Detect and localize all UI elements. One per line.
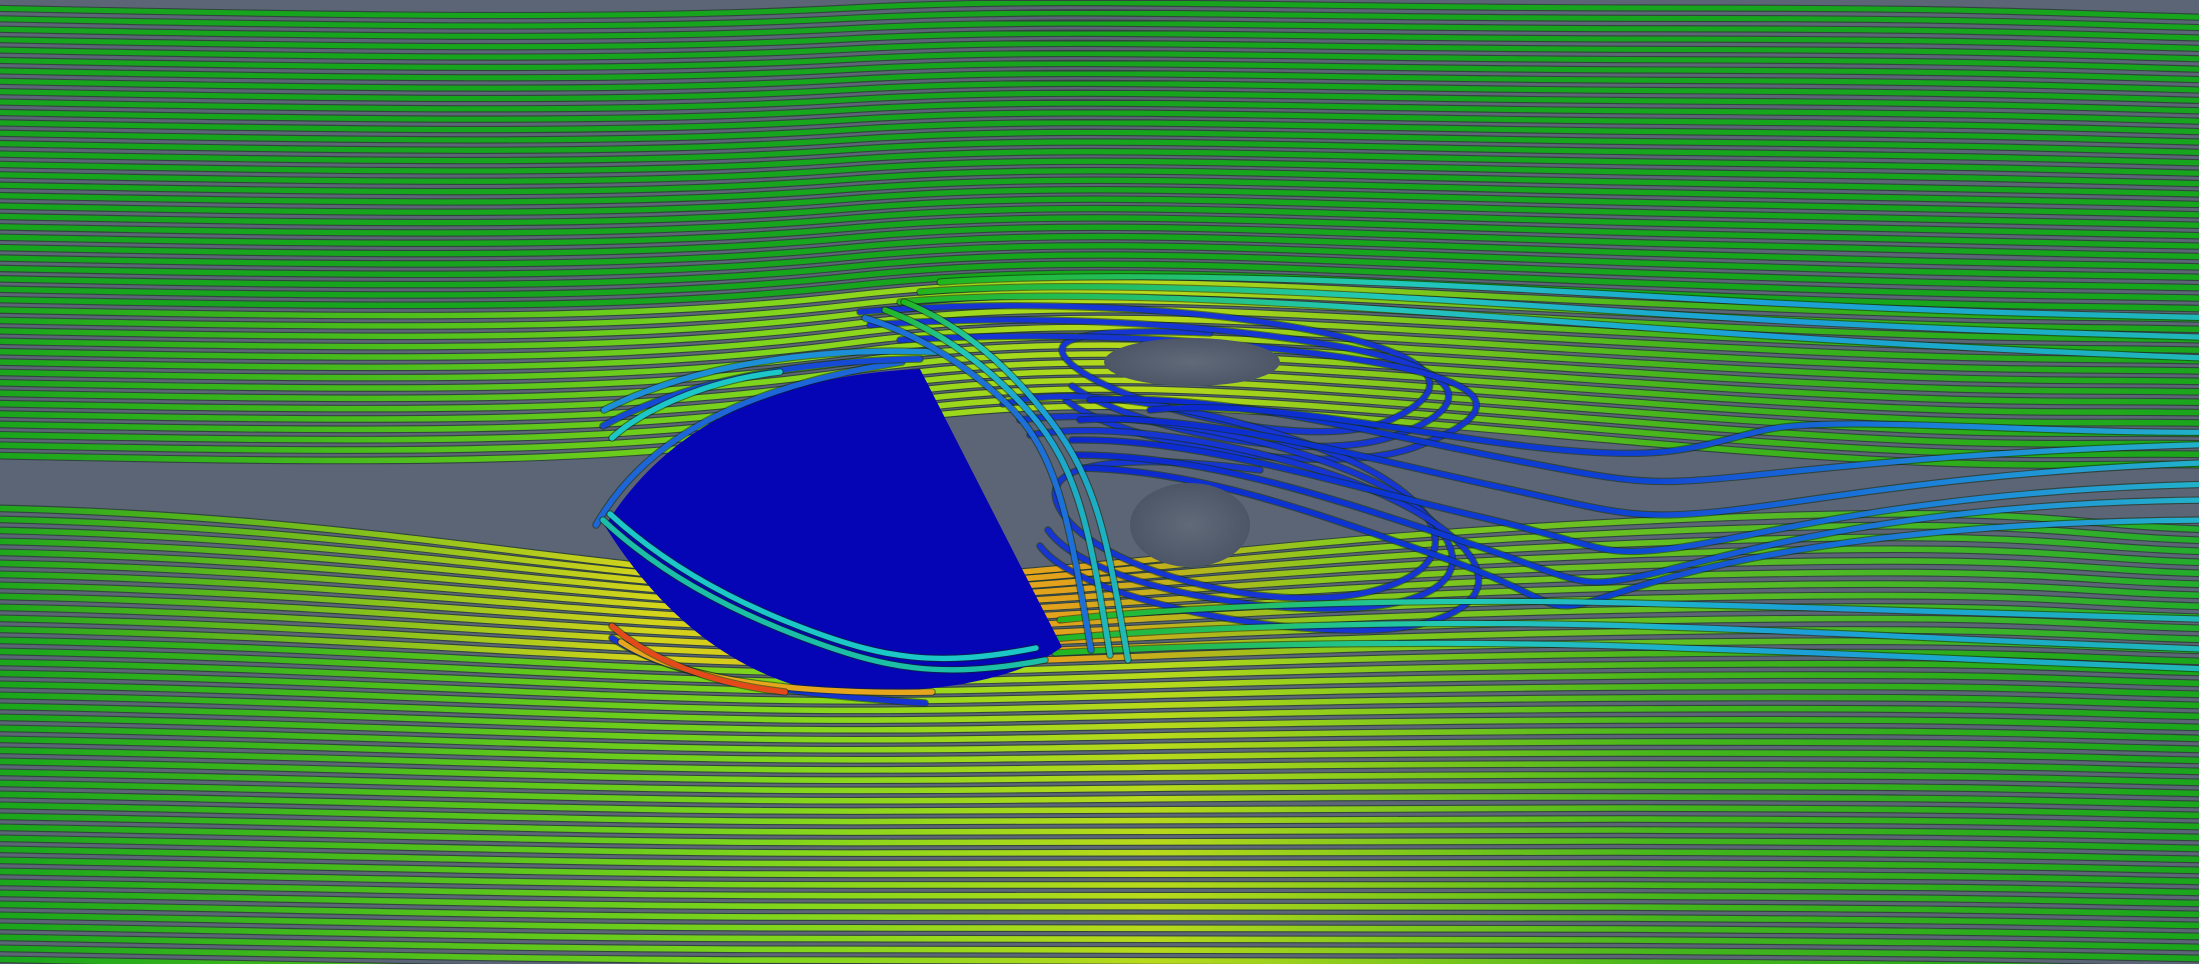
- near-wall-streamline: [601, 348, 939, 413]
- upper-streamline: [0, 10, 2199, 31]
- upper-streamline: [0, 120, 2199, 145]
- lower-streamline: [0, 703, 2199, 733]
- lower-streamline: [0, 846, 2199, 874]
- lower-streamline: [0, 758, 2199, 786]
- wake-streamline: [857, 303, 1433, 435]
- lower-streamline: [0, 813, 2199, 841]
- near-wall-streamline: [600, 517, 1048, 673]
- lower-streamline: [0, 648, 2199, 685]
- lower-streamline: [0, 791, 2199, 819]
- lower-streamline: [0, 868, 2199, 896]
- lower-streamline: [0, 538, 2199, 603]
- near-wall-streamline: [607, 511, 1039, 662]
- upper-streamline: [0, 288, 2199, 333]
- upper-streamline: [0, 243, 2199, 280]
- lower-streamline: [0, 780, 2199, 808]
- lower-streamline: [0, 769, 2199, 797]
- wake-streamline: [1052, 640, 2199, 672]
- obstacle-body: [605, 369, 1062, 692]
- upper-streamline: [0, 129, 2199, 156]
- near-wall-streamline: [593, 359, 905, 528]
- upper-streamline: [0, 70, 2199, 93]
- upper-streamline: [0, 158, 2199, 187]
- lower-streamline: [0, 879, 2199, 907]
- lower-streamline: [0, 714, 2199, 743]
- lower-streamline: [0, 824, 2199, 852]
- lower-streamline: [0, 923, 2199, 951]
- upper-streamline: [0, 324, 2199, 374]
- lower-streamline: [0, 912, 2199, 940]
- upper-streamline: [0, 261, 2199, 301]
- wake-streamline: [1072, 452, 2199, 585]
- upper-streamline: [0, 187, 2199, 218]
- upper-streamline: [0, 315, 2199, 364]
- near-wall-streamline: [901, 299, 1131, 663]
- lower-streamline: [0, 945, 2066, 964]
- lower-streamline: [0, 736, 2199, 764]
- wake-streamlines: [856, 273, 2199, 673]
- wake-streamline: [1057, 598, 2199, 623]
- lower-streamline: [0, 604, 2199, 650]
- upper-streamline: [0, 60, 2199, 83]
- near-wall-streamlines: [592, 298, 1132, 707]
- upper-streamline: [0, 224, 2199, 260]
- upper-streamline: [0, 30, 2199, 51]
- upper-streamline: [0, 20, 2199, 41]
- wake-streamline: [1037, 620, 2199, 652]
- lower-streamline: [0, 901, 2199, 929]
- wake-streamline: [1069, 437, 2199, 555]
- near-wall-streamline: [882, 307, 1113, 658]
- lower-streamline: [0, 681, 2199, 714]
- lower-streamline: [0, 747, 2199, 775]
- lower-streamline: [0, 890, 2199, 918]
- upper-streamline: [0, 215, 2199, 249]
- lower-streamline: [0, 802, 2199, 830]
- upper-streamline: [0, 0, 2199, 20]
- upper-streamline: [0, 139, 2199, 166]
- wake-streamline: [1147, 405, 2199, 456]
- upper-streamline: [0, 50, 2199, 72]
- lower-streamline: [0, 670, 2199, 704]
- upper-streamline: [0, 233, 2199, 270]
- lower-streamline: [0, 692, 2199, 723]
- wake-streamline: [1077, 416, 2199, 518]
- upper-streamline: [0, 90, 2199, 114]
- lower-streamline: [0, 857, 2199, 885]
- upper-streamline: [0, 168, 2199, 197]
- upper-streamline: [0, 377, 2199, 437]
- upper-vortex-core: [1104, 338, 1280, 386]
- upper-streamline: [0, 80, 2199, 103]
- upper-streamline: [0, 177, 2199, 208]
- near-wall-streamline: [609, 623, 788, 695]
- wake-streamline: [917, 284, 2199, 340]
- lower-streamline: [0, 934, 2199, 962]
- wake-streamline: [897, 293, 2199, 361]
- lower-streamline: [0, 835, 2199, 863]
- wake-streamline: [1077, 465, 2199, 609]
- upper-streamline: [0, 40, 2199, 62]
- upper-streamline: [0, 149, 2199, 176]
- upper-streamline: [0, 196, 2199, 228]
- lower-streamline: [0, 725, 2199, 753]
- near-wall-streamline: [862, 315, 1094, 653]
- upper-streamline: [0, 252, 2199, 291]
- upper-streamline: [0, 110, 2199, 135]
- upper-streamline: [0, 100, 2199, 124]
- wake-streamline: [937, 274, 2199, 320]
- upper-streamline: [0, 386, 2199, 447]
- lower-streamlines: [0, 504, 2199, 964]
- near-wall-streamline: [609, 369, 783, 441]
- lower-streamline: [0, 637, 2199, 676]
- lower-streamline: [0, 659, 2199, 695]
- wake-streamline: [897, 333, 1479, 462]
- upper-streamline: [0, 205, 2199, 239]
- lower-vortex-core: [1130, 483, 1250, 567]
- upper-streamline: [0, 403, 2199, 468]
- wake-streamline: [1000, 393, 1438, 601]
- lower-streamline: [0, 527, 2199, 596]
